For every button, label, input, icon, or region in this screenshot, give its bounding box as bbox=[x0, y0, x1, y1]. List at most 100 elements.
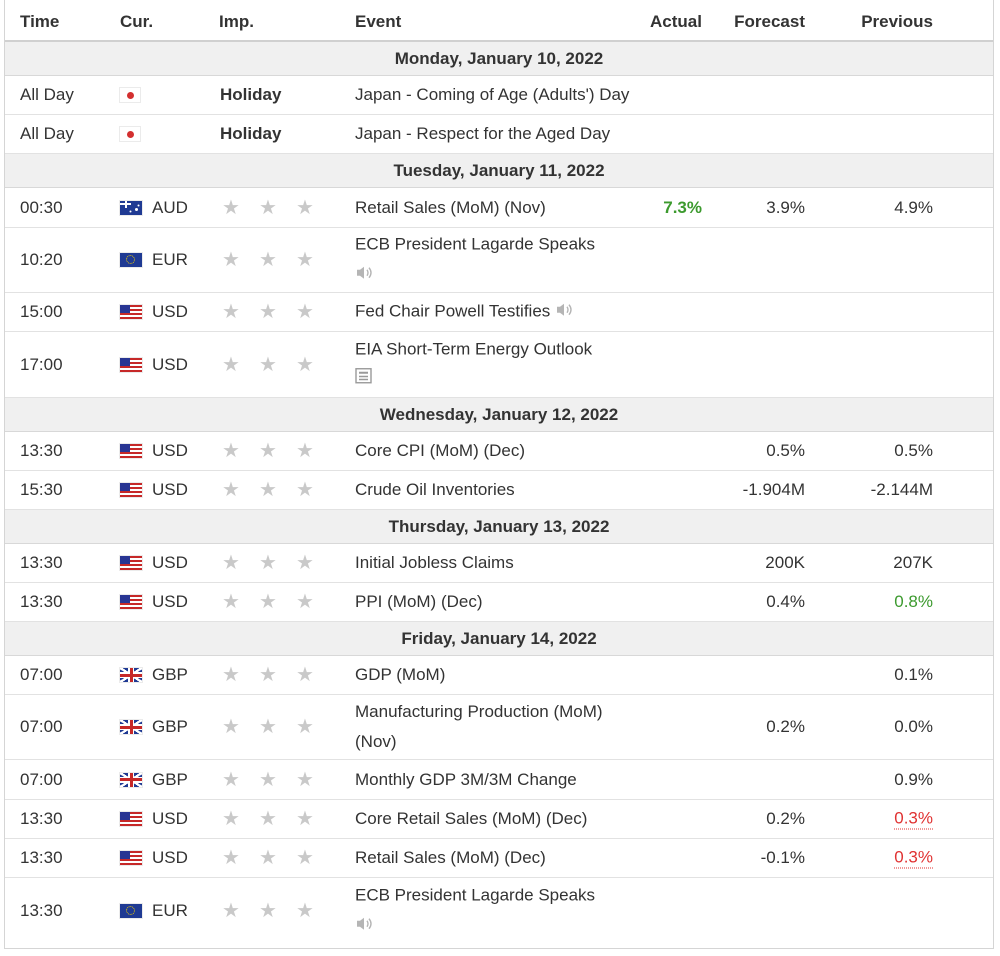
us-flag-icon bbox=[120, 812, 142, 826]
day-header: Friday, January 14, 2022 bbox=[5, 622, 993, 656]
star-icon: ★ bbox=[222, 301, 240, 323]
event-name[interactable]: Japan - Respect for the Aged Day bbox=[355, 124, 611, 143]
japan-flag-icon bbox=[120, 127, 140, 141]
event-cell: ECB President Lagarde Speaks bbox=[355, 881, 595, 942]
star-icon: ★ bbox=[296, 900, 314, 922]
day-header: Thursday, January 13, 2022 bbox=[5, 510, 993, 544]
speaker-icon[interactable] bbox=[555, 297, 573, 327]
previous-value-revised[interactable]: 0.3% bbox=[894, 808, 933, 830]
table-row[interactable]: 00:30 AUD ★ ★ ★ Retail Sales (MoM) (Nov) 7… bbox=[5, 188, 993, 228]
table-row[interactable]: 13:30 EUR ★ ★ ★ ECB President Lagarde Spea… bbox=[5, 878, 993, 944]
header-actual[interactable]: Actual bbox=[650, 12, 702, 31]
currency-code: GBP bbox=[152, 769, 188, 789]
previous-value: 4.9% bbox=[894, 197, 933, 217]
table-row[interactable]: 13:30 USD ★ ★ ★ PPI (MoM) (Dec) 0.4% 0.8% bbox=[5, 583, 993, 622]
uk-flag-icon bbox=[120, 772, 142, 787]
star-icon: ★ bbox=[222, 847, 240, 869]
star-icon: ★ bbox=[259, 900, 277, 922]
currency-cell: GBP bbox=[120, 770, 188, 790]
event-name[interactable]: Fed Chair Powell Testifies bbox=[355, 301, 551, 321]
star-icon: ★ bbox=[296, 440, 314, 462]
table-row[interactable]: 13:30 USD ★ ★ ★ Retail Sales (MoM) (Dec) -… bbox=[5, 839, 993, 878]
event-name[interactable]: Core Retail Sales (MoM) (Dec) bbox=[355, 809, 588, 828]
currency-code: USD bbox=[152, 441, 188, 460]
event-time: All Day bbox=[20, 124, 74, 143]
table-row[interactable]: All Day Holiday Japan - Coming of Age (A… bbox=[5, 76, 993, 115]
uk-flag-icon bbox=[120, 720, 142, 734]
event-time: 17:00 bbox=[20, 354, 63, 374]
event-cell: EIA Short-Term Energy Outlook bbox=[355, 334, 592, 395]
header-previous[interactable]: Previous bbox=[861, 12, 933, 31]
star-icon: ★ bbox=[259, 768, 277, 791]
table-row[interactable]: 07:00 GBP ★ ★ ★ GDP (MoM) 0.1% bbox=[5, 656, 993, 695]
event-name[interactable]: Japan - Coming of Age (Adults') Day bbox=[355, 85, 630, 104]
importance-stars: ★ ★ ★ bbox=[219, 592, 317, 612]
star-icon: ★ bbox=[222, 196, 240, 219]
forecast-value: 0.4% bbox=[766, 592, 805, 611]
previous-value: -2.144M bbox=[870, 480, 933, 499]
star-icon: ★ bbox=[296, 353, 314, 376]
event-name[interactable]: Crude Oil Inventories bbox=[355, 480, 515, 499]
table-row[interactable]: 07:00 GBP ★ ★ ★ Monthly GDP 3M/3M Change 0… bbox=[5, 760, 993, 800]
header-event[interactable]: Event bbox=[355, 12, 402, 31]
currency-code: USD bbox=[152, 354, 188, 374]
table-row[interactable]: 13:30 USD ★ ★ ★ Core Retail Sales (MoM) (D… bbox=[5, 800, 993, 839]
event-name[interactable]: EIA Short-Term Energy Outlook bbox=[355, 339, 593, 359]
importance-stars: ★ ★ ★ bbox=[219, 717, 317, 737]
currency-cell: USD bbox=[120, 848, 188, 868]
star-icon: ★ bbox=[296, 552, 314, 574]
event-time: 00:30 bbox=[20, 197, 63, 217]
event-name[interactable]: Retail Sales (MoM) (Nov) bbox=[355, 197, 546, 217]
star-icon: ★ bbox=[259, 479, 277, 501]
table-row[interactable]: All Day Holiday Japan - Respect for the … bbox=[5, 115, 993, 154]
actual-value: 7.3% bbox=[663, 197, 702, 217]
importance-stars: ★ ★ ★ bbox=[219, 250, 317, 270]
event-name[interactable]: ECB President Lagarde Speaks bbox=[355, 234, 596, 254]
header-forecast[interactable]: Forecast bbox=[734, 12, 805, 31]
event-name[interactable]: ECB President Lagarde Speaks bbox=[355, 885, 596, 905]
event-name[interactable]: Retail Sales (MoM) (Dec) bbox=[355, 848, 546, 867]
speaker-icon[interactable] bbox=[355, 260, 373, 290]
importance-stars: ★ ★ ★ bbox=[219, 441, 317, 461]
event-time: 13:30 bbox=[20, 809, 63, 828]
event-name[interactable]: Monthly GDP 3M/3M Change bbox=[355, 769, 577, 789]
star-icon: ★ bbox=[296, 768, 314, 791]
event-time: 13:30 bbox=[20, 901, 63, 920]
currency-cell bbox=[120, 88, 140, 102]
star-icon: ★ bbox=[222, 591, 240, 613]
star-icon: ★ bbox=[259, 808, 277, 830]
header-importance[interactable]: Imp. bbox=[219, 12, 254, 31]
eu-flag-icon bbox=[120, 904, 142, 918]
japan-flag-icon bbox=[120, 88, 140, 102]
currency-cell bbox=[120, 127, 140, 141]
currency-cell: USD bbox=[120, 809, 188, 829]
event-name[interactable]: Core CPI (MoM) (Dec) bbox=[355, 441, 526, 460]
table-row[interactable]: 15:00 USD ★ ★ ★ Fed Chair Powell Testifies bbox=[5, 293, 993, 332]
table-row[interactable]: 17:00 USD ★ ★ ★ EIA Short-Term Energy Outl… bbox=[5, 332, 993, 398]
currency-code: USD bbox=[152, 848, 188, 867]
event-name-continued[interactable]: (Nov) bbox=[355, 732, 397, 751]
event-time: 13:30 bbox=[20, 592, 63, 611]
report-icon[interactable] bbox=[355, 365, 373, 395]
forecast-value: -0.1% bbox=[760, 848, 805, 867]
us-flag-icon bbox=[120, 595, 142, 609]
star-icon: ★ bbox=[222, 900, 240, 922]
us-flag-icon bbox=[120, 483, 142, 497]
importance-stars: ★ ★ ★ bbox=[219, 665, 317, 685]
previous-value-revised[interactable]: 0.3% bbox=[894, 847, 933, 869]
event-name[interactable]: PPI (MoM) (Dec) bbox=[355, 592, 483, 611]
table-row[interactable]: 10:20 EUR ★ ★ ★ ECB President Lagarde Spea… bbox=[5, 228, 993, 293]
header-currency[interactable]: Cur. bbox=[120, 12, 154, 31]
currency-code: USD bbox=[152, 809, 188, 828]
event-name[interactable]: Manufacturing Production (MoM) bbox=[355, 702, 603, 721]
table-row[interactable]: 13:30 USD ★ ★ ★ Initial Jobless Claims 200… bbox=[5, 544, 993, 583]
forecast-value: -1.904M bbox=[742, 480, 805, 499]
header-time[interactable]: Time bbox=[20, 12, 60, 31]
forecast-value: 0.2% bbox=[766, 717, 805, 736]
table-row[interactable]: 13:30 USD ★ ★ ★ Core CPI (MoM) (Dec) 0.5% … bbox=[5, 432, 993, 471]
event-name[interactable]: Initial Jobless Claims bbox=[355, 553, 514, 572]
table-row[interactable]: 15:30 USD ★ ★ ★ Crude Oil Inventories -1.9… bbox=[5, 471, 993, 510]
event-name[interactable]: GDP (MoM) bbox=[355, 665, 446, 684]
speaker-icon[interactable] bbox=[355, 911, 373, 941]
table-row[interactable]: 07:00 GBP ★ ★ ★ Manufacturing Production (… bbox=[5, 695, 993, 760]
